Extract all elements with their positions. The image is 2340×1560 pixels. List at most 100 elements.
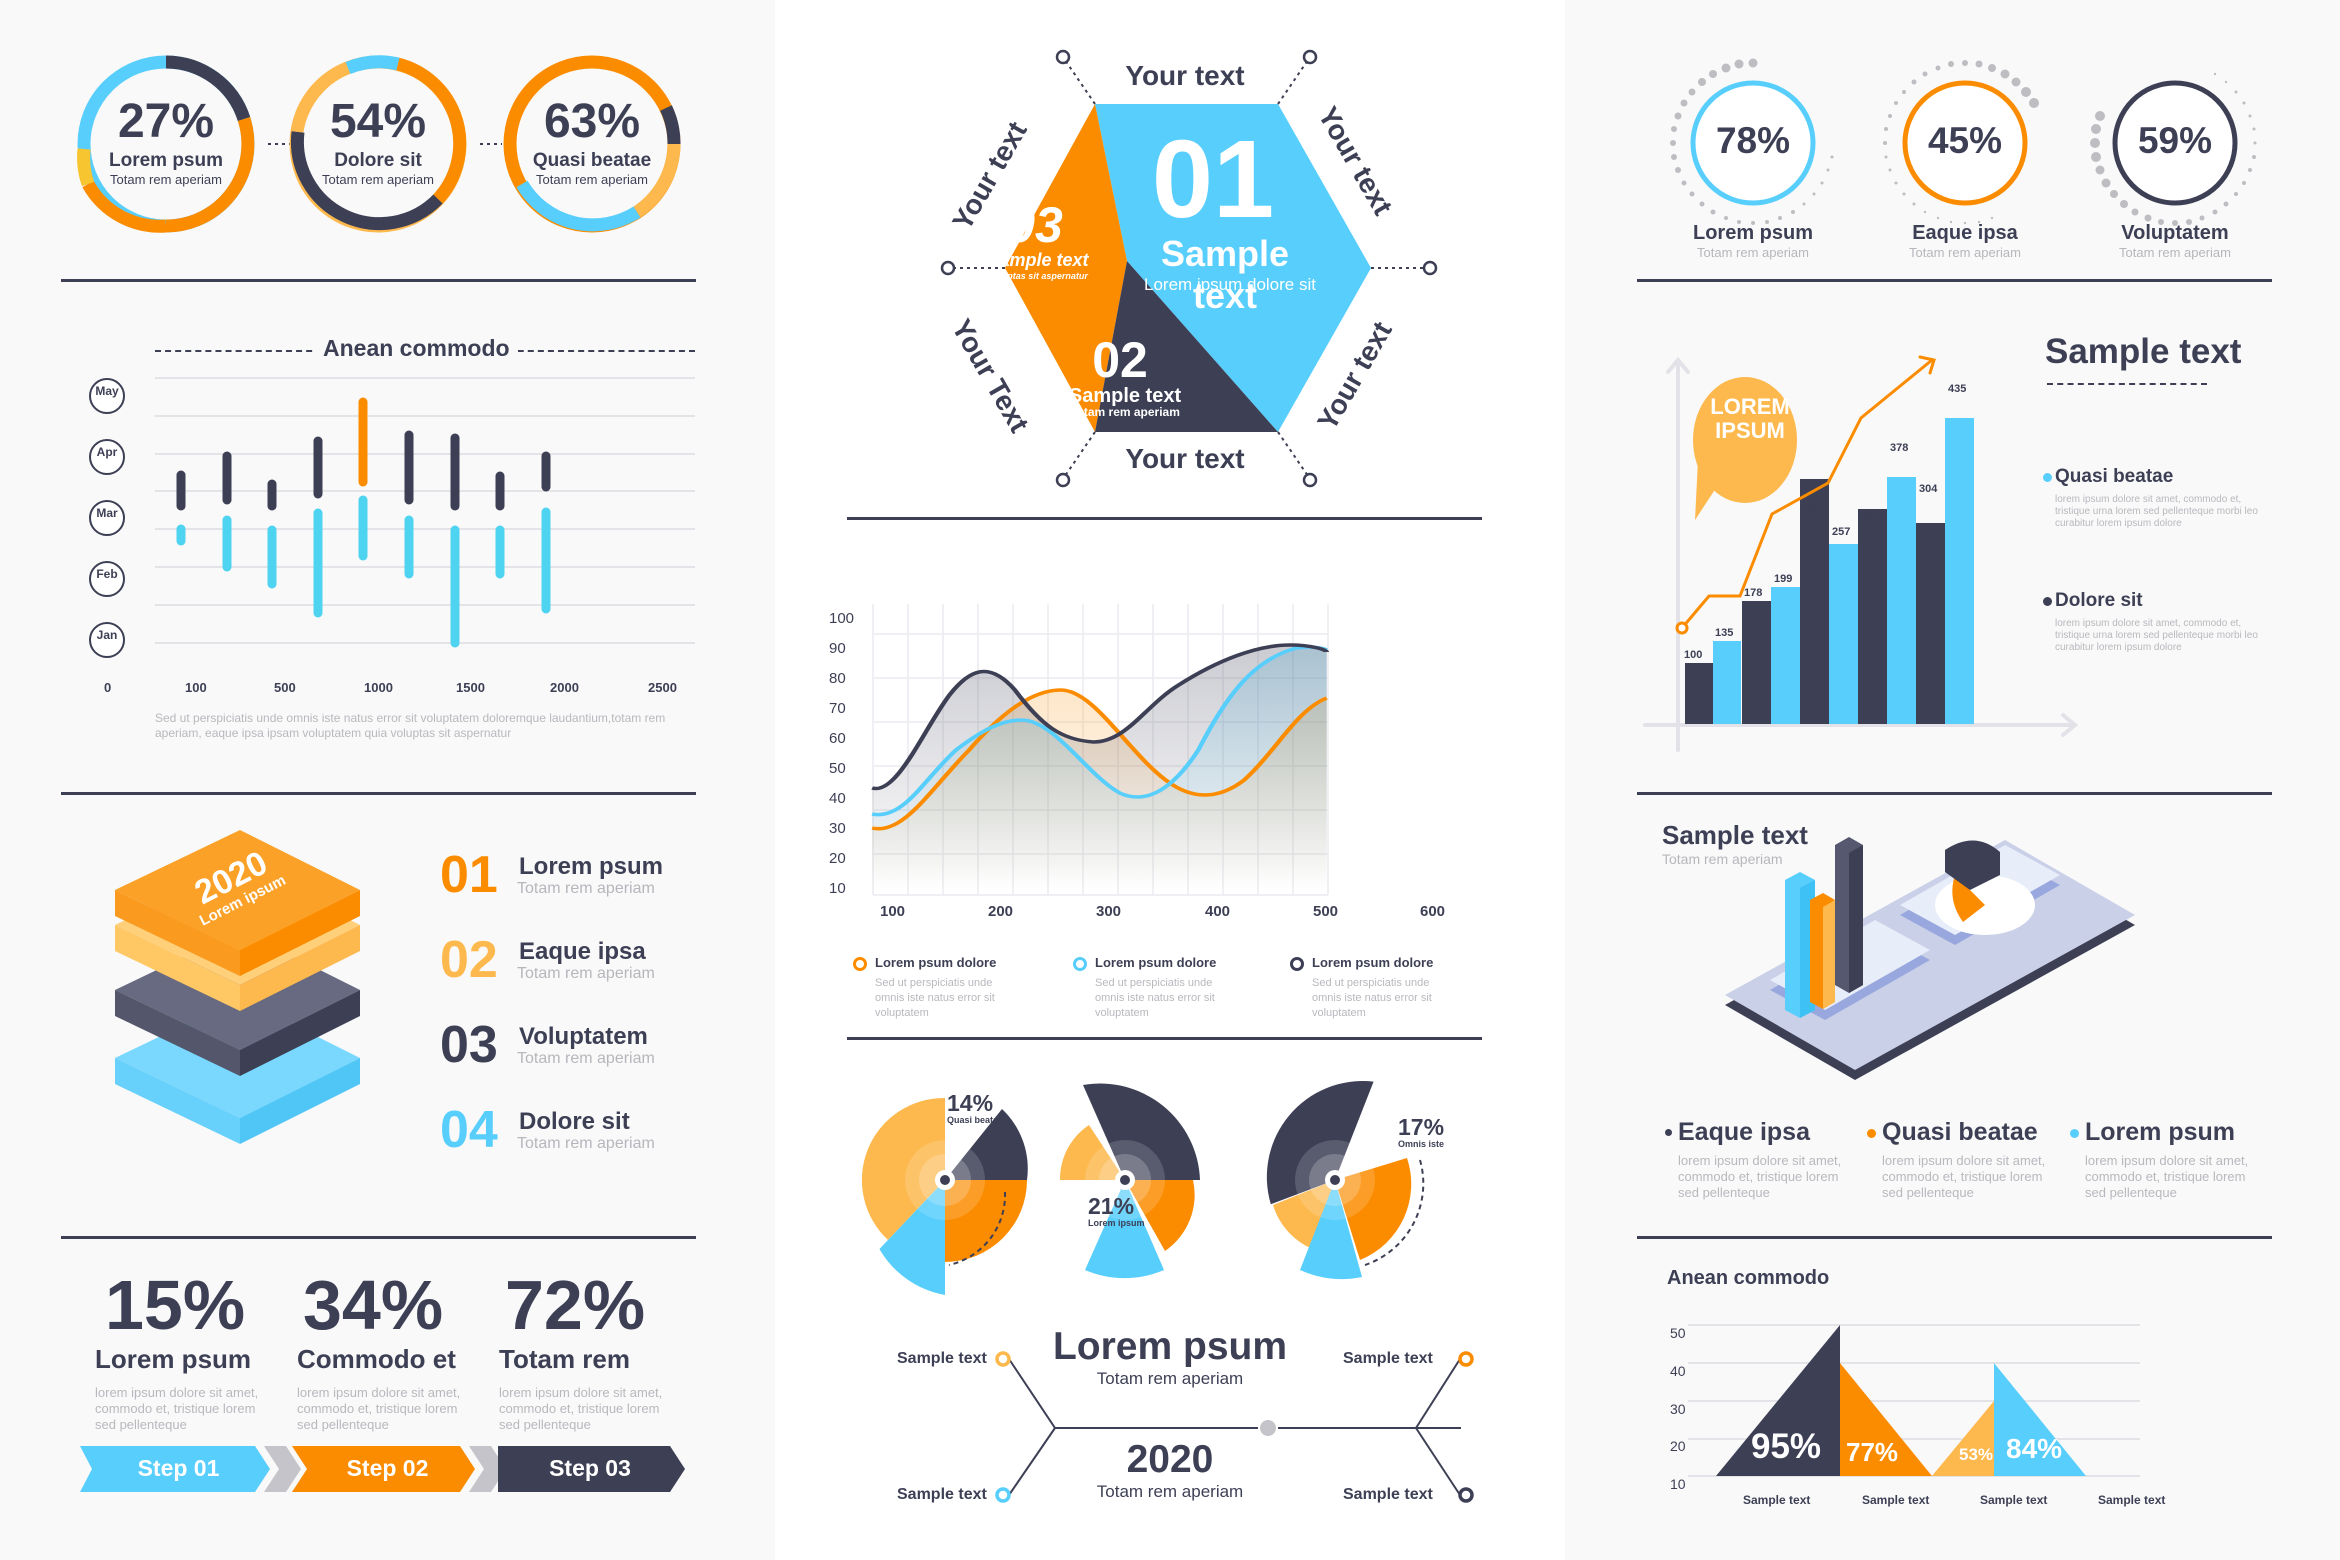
legend-dot-icon — [2043, 597, 2052, 606]
triangle-value-4: 84% — [2006, 1433, 2063, 1464]
stack-list: 01 Lorem psum Totam rem aperiam 02 Eaque… — [440, 845, 740, 1185]
phone-item-desc: lorem ipsum dolore sit amet, commodo et,… — [1882, 1153, 2046, 1200]
stack-item-title: Dolore sit — [519, 1108, 630, 1135]
seg03-number: 03 — [1007, 197, 1063, 253]
hex-label-bottom: Your text — [1125, 443, 1245, 474]
triangle-x-label: Sample text — [2098, 1493, 2166, 1507]
stat-2: 34% Commodo et lorem ipsum dolore sit am… — [297, 1270, 497, 1433]
range-chart-plot — [89, 377, 695, 658]
pie-label: Quasi beatae — [947, 1115, 1004, 1125]
y-tick: 90 — [829, 640, 846, 657]
y-tick: 50 — [1670, 1325, 1686, 1341]
donut-rings-graphic — [77, 55, 681, 233]
phone-item-label: Lorem psum — [2085, 1118, 2236, 1146]
stack-item-sub: Totam rem aperiam — [517, 1135, 655, 1152]
legend-ring-icon — [1290, 957, 1304, 971]
y-tick: 20 — [1670, 1438, 1686, 1455]
stat-title: Commodo et — [297, 1344, 456, 1374]
donut-3: 63% Quasi beatae Totam rem aperiam — [512, 98, 672, 188]
line-chart-plot — [871, 604, 1330, 896]
center-panel: Your text Your text Your text Your text … — [775, 0, 1565, 1560]
bar-chart-plot — [1643, 355, 2079, 752]
divider — [61, 1236, 696, 1239]
timeline-year-sub: Totam rem aperiam — [1096, 1482, 1244, 1501]
legend-desc: Sed ut perspiciatis unde omnis iste natu… — [1312, 977, 1432, 1019]
seg01-sub: Lorem ipsum dolore sit — [1144, 275, 1316, 294]
y-tick: 80 — [829, 670, 846, 687]
ring-sub: Totam rem aperiam — [1909, 245, 2021, 260]
stack-item-sub: Totam rem aperiam — [517, 965, 655, 982]
stat-1: 15% Lorem psum lorem ipsum dolore sit am… — [95, 1270, 295, 1433]
stat-desc: lorem ipsum dolore sit amet, commodo et,… — [499, 1385, 663, 1432]
timeline-node-top-left: Sample text — [897, 1350, 987, 1367]
y-tick: 40 — [1670, 1362, 1686, 1379]
triangle-x-label: Sample text — [1862, 1493, 1930, 1507]
timeline-node-bottom-left: Sample text — [897, 1486, 987, 1503]
legend-label: Quasi beatae — [2055, 466, 2174, 487]
pie-value: 21% — [1088, 1193, 1135, 1219]
donut-2-label: Dolore sit — [334, 150, 422, 171]
legend-label: Lorem psum dolore — [875, 955, 997, 970]
timeline-node-bottom-right: Sample text — [1343, 1486, 1433, 1503]
triangle-value-2: 77% — [1846, 1437, 1899, 1467]
y-tick: 10 — [1670, 1476, 1686, 1493]
phone-item-desc: lorem ipsum dolore sit amet, commodo et,… — [1678, 1153, 1842, 1200]
y-tick: 40 — [829, 790, 846, 807]
stat-desc: lorem ipsum dolore sit amet, commodo et,… — [95, 1385, 259, 1432]
phone-item-1: Eaque ipsa lorem ipsum dolore sit amet, … — [1665, 1118, 1865, 1201]
y-tick: 50 — [829, 760, 846, 777]
bar-value-3: 178 — [1744, 587, 1763, 599]
seg02-title: Sample text — [1068, 385, 1182, 407]
triangle-value-1: 95% — [1751, 1427, 1822, 1466]
step-02-label[interactable]: Step 02 — [346, 1455, 429, 1481]
phone-item-desc: lorem ipsum dolore sit amet, commodo et,… — [2085, 1153, 2249, 1200]
triangle-y-axis: 50 40 30 20 10 — [1670, 1315, 1686, 1504]
triangle-x-label: Sample text — [1743, 1493, 1811, 1507]
step-01-label[interactable]: Step 01 — [137, 1455, 220, 1481]
right-panel: 78% 45% 59% Lorem psum Totam rem aperiam… — [1565, 0, 2340, 1560]
legend-desc: lorem ipsum dolore sit amet, commodo et,… — [2055, 618, 2258, 653]
y-label-may: May — [95, 384, 119, 398]
y-label-mar: Mar — [96, 506, 118, 520]
x-tick: 600 — [1420, 903, 1446, 920]
x-label: 1500 — [456, 680, 485, 695]
timeline-year-block: 2020 Totam rem aperiam — [1045, 1438, 1295, 1502]
donut-1-sub: Totam rem aperiam — [110, 172, 222, 187]
divider — [1637, 792, 2272, 795]
timeline-year: 2020 — [1126, 1438, 1214, 1481]
seg01-number: 01 — [1151, 118, 1275, 241]
bar-value-2: 135 — [1715, 627, 1734, 639]
step-03-label[interactable]: Step 03 — [549, 1455, 631, 1481]
stat-value: 72% — [505, 1266, 646, 1344]
stack-item-title: Lorem psum — [519, 853, 664, 880]
seg02-number: 02 — [1092, 332, 1148, 388]
bar-value-4: 199 — [1774, 573, 1793, 585]
timeline-node-top-right: Sample text — [1343, 1350, 1433, 1367]
x-tick: 500 — [1313, 903, 1339, 920]
stack-item-num: 04 — [440, 1101, 498, 1159]
ring-2-value: 45% — [1927, 120, 2003, 161]
stack-item-02: 02 Eaque ipsa Totam rem aperiam — [440, 930, 740, 1015]
legend-desc: Sed ut perspiciatis unde omnis iste natu… — [1095, 977, 1215, 1019]
x-label: 100 — [185, 680, 207, 695]
bar-value-10: 435 — [1948, 383, 1967, 395]
bar-value-6: 257 — [1832, 526, 1851, 538]
pie-value: 17% — [1398, 1114, 1445, 1140]
title-dash — [2047, 383, 2207, 385]
phone-item-2: Quasi beatae lorem ipsum dolore sit amet… — [1855, 1118, 2055, 1201]
bar-legend-dolore: Dolore sit lorem ipsum dolore sit amet, … — [2043, 590, 2265, 654]
timeline-title-sub: Totam rem aperiam — [1096, 1369, 1244, 1388]
legend-label: Lorem psum dolore — [1095, 955, 1217, 970]
legend-desc: lorem ipsum dolore sit amet, commodo et,… — [2055, 494, 2258, 529]
bullet-icon — [2070, 1129, 2079, 1138]
x-tick: 400 — [1205, 903, 1231, 920]
bar-value-7: 321 — [1861, 511, 1880, 523]
triangle-value-3: 53% — [1959, 1445, 1994, 1464]
hex-label-top: Your text — [1125, 60, 1245, 91]
bubble-text: LOREM IPSUM — [1710, 394, 1790, 443]
stack-item-title: Voluptatem — [519, 1023, 648, 1050]
divider — [847, 517, 1482, 520]
pie-1-label: 14% Quasi beatae — [947, 1092, 1004, 1126]
timeline-title-block: Lorem psum Totam rem aperiam — [1045, 1325, 1295, 1389]
stat-3: 72% Totam rem lorem ipsum dolore sit ame… — [499, 1270, 699, 1433]
